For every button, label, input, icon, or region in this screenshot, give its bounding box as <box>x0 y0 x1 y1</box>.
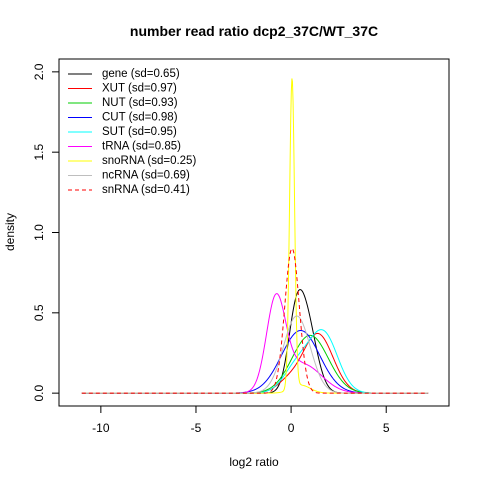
legend-label: gene (sd=0.65) <box>102 68 180 80</box>
series-line-0 <box>81 289 429 394</box>
y-tick-label: 0.0 <box>32 384 46 401</box>
series-line-7 <box>81 315 429 394</box>
legend-label: tRNA (sd=0.85) <box>102 141 181 153</box>
x-tick-label: 0 <box>288 421 295 435</box>
legend-label: XUT (sd=0.97) <box>102 83 177 95</box>
legend-label: SUT (sd=0.95) <box>102 126 177 138</box>
legend-label: CUT (sd=0.98) <box>102 112 178 124</box>
series-line-5 <box>81 293 429 394</box>
legend-label: NUT (sd=0.93) <box>102 97 178 109</box>
legend-label: snoRNA (sd=0.25) <box>102 155 196 167</box>
x-axis-label: log2 ratio <box>229 455 279 469</box>
y-tick-label: 2.0 <box>32 63 46 80</box>
series-layer <box>81 78 429 394</box>
y-tick-label: 1.5 <box>32 144 46 161</box>
x-tick-label: -10 <box>92 421 110 435</box>
x-tick-label: -5 <box>191 421 202 435</box>
y-tick-label: 0.5 <box>32 304 46 321</box>
y-tick-label: 1.0 <box>32 224 46 241</box>
x-axis: -10 -5 0 5 <box>92 405 390 435</box>
series-line-8 <box>81 248 429 394</box>
x-tick-label: 5 <box>383 421 390 435</box>
y-axis: 0.0 0.5 1.0 1.5 2.0 <box>32 63 60 401</box>
legend: gene (sd=0.65) XUT (sd=0.97) NUT (sd=0.93)… <box>68 68 196 196</box>
legend-label: snRNA (sd=0.41) <box>102 184 190 196</box>
legend-label: ncRNA (sd=0.69) <box>102 170 190 182</box>
y-axis-label: density <box>3 213 17 251</box>
chart-title: number read ratio dcp2_37C/WT_37C <box>130 23 378 39</box>
